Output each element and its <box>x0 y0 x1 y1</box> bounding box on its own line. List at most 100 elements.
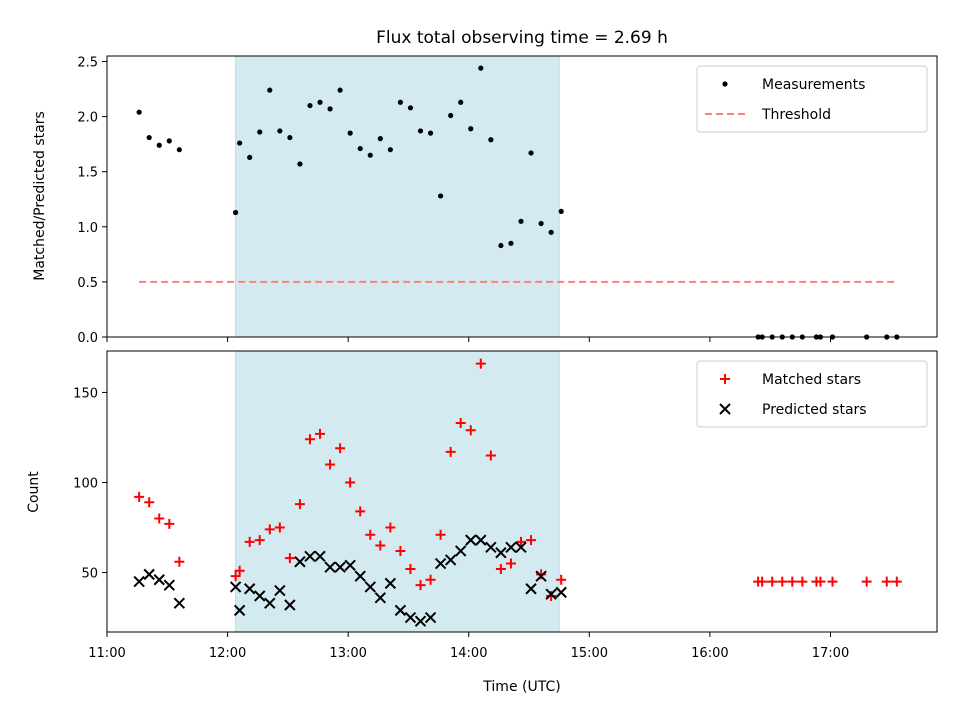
matched-star-point <box>475 358 486 369</box>
predicted-star-point <box>394 604 407 617</box>
measurement-point <box>538 220 544 227</box>
matched-star-point <box>254 535 265 546</box>
matched-star-point <box>495 563 506 574</box>
measurement-point <box>136 109 142 115</box>
measurement-point <box>233 209 239 216</box>
y-tick-label: 2.5 <box>77 56 98 71</box>
predicted-star-point <box>475 534 487 546</box>
measurement-point <box>247 154 253 160</box>
bottom-panel-star-counts: 50 100 150 11:00 12:00 13:00 14:00 15:00 16:00 17… <box>73 350 938 661</box>
measurement-point <box>357 145 363 152</box>
predicted-star-point <box>264 597 276 609</box>
measurement-point <box>498 242 504 249</box>
measurement-point <box>307 102 313 109</box>
measurement-point <box>548 229 554 235</box>
legend-label: Measurements <box>762 77 865 93</box>
matched-star-point <box>230 571 241 582</box>
y-tick-label: 50 <box>81 567 98 582</box>
y-tick-label: 1.5 <box>77 166 98 181</box>
matched-star-point <box>787 576 798 587</box>
measurement-point <box>156 142 162 148</box>
top-y-axis-label: Matched/Predicted stars <box>32 111 48 281</box>
predicted-star-point <box>434 557 447 570</box>
predicted-star-point <box>163 579 176 591</box>
matched-star-point <box>244 536 255 547</box>
matched-star-point <box>536 569 547 580</box>
matched-star-point <box>891 576 902 587</box>
predicted-star-point <box>133 575 145 588</box>
y-tick-label: 150 <box>73 386 98 401</box>
predicted-star-point <box>243 583 256 595</box>
predicted-star-point <box>414 615 427 627</box>
measurement-point <box>468 126 474 132</box>
measurement-point <box>407 105 414 111</box>
matched-star-point <box>767 576 778 587</box>
matched-star-point <box>365 529 376 540</box>
matched-star-point <box>304 434 315 445</box>
legend-dot-marker <box>722 81 728 87</box>
legend-plus-marker <box>720 374 730 384</box>
matched-star-point <box>335 443 346 454</box>
matched-star-point <box>425 574 436 585</box>
predicted-star-point <box>334 561 346 573</box>
measurement-point <box>458 99 464 105</box>
observing-window-span <box>235 350 560 633</box>
matched-star-point <box>415 580 426 591</box>
matched-star-point <box>405 563 416 574</box>
measurement-point <box>237 140 243 146</box>
axes-frame <box>106 350 938 633</box>
matched-star-point <box>355 506 366 517</box>
matched-star-point <box>465 425 476 436</box>
measurement-point <box>337 87 343 93</box>
matched-star-point <box>485 450 496 461</box>
matched-star-point <box>515 536 526 547</box>
predicted-star-point <box>454 545 467 557</box>
predicted-star-point <box>465 534 477 546</box>
predicted-star-point <box>173 597 186 609</box>
predicted-star-point <box>374 592 387 604</box>
matched-star-point <box>445 446 456 457</box>
measurement-point <box>367 152 373 158</box>
predicted-star-point <box>485 541 497 554</box>
matched-star-point <box>174 556 185 567</box>
measurement-point <box>558 208 564 214</box>
predicted-star-point <box>304 550 316 563</box>
matched-star-point <box>264 524 275 535</box>
measurement-point <box>528 150 534 156</box>
matched-star-point <box>435 529 446 540</box>
measurement-point <box>438 193 444 199</box>
legend-label: Matched stars <box>762 372 861 388</box>
legend-label: Threshold <box>761 107 831 123</box>
matched-star-point <box>546 590 557 601</box>
matched-star-point <box>315 428 326 439</box>
observing-window-span <box>235 55 560 338</box>
measurement-point <box>478 65 484 71</box>
predicted-star-point <box>314 550 326 563</box>
predicted-star-point <box>505 541 517 554</box>
predicted-star-point <box>525 583 537 595</box>
predicted-star-point <box>229 581 242 593</box>
predicted-star-point <box>545 588 557 600</box>
matched-star-point <box>881 576 892 587</box>
measurement-point <box>277 128 283 134</box>
measurement-point <box>166 138 172 144</box>
predicted-star-point <box>143 568 155 581</box>
predicted-star-point <box>324 561 336 573</box>
predicted-star-point <box>515 541 527 554</box>
predicted-star-point <box>153 574 165 586</box>
measurement-point <box>417 128 424 134</box>
y-tick-label: 0.0 <box>77 331 98 346</box>
measurement-point <box>448 112 454 119</box>
x-tick-label: 13:00 <box>329 646 366 661</box>
bottom-y-axis-label: Count <box>26 471 42 513</box>
predicted-star-point <box>364 581 376 593</box>
predicted-star-point <box>294 556 306 568</box>
x-axis-label: Time (UTC) <box>482 679 560 695</box>
chart-title: Flux total observing time = 2.69 h <box>376 28 668 48</box>
matched-star-point <box>345 477 356 488</box>
legend-box <box>696 65 928 133</box>
measurement-point <box>377 136 383 142</box>
measurement-point <box>488 137 494 143</box>
measurement-point <box>146 134 152 141</box>
x-tick-label: 12:00 <box>209 646 246 661</box>
